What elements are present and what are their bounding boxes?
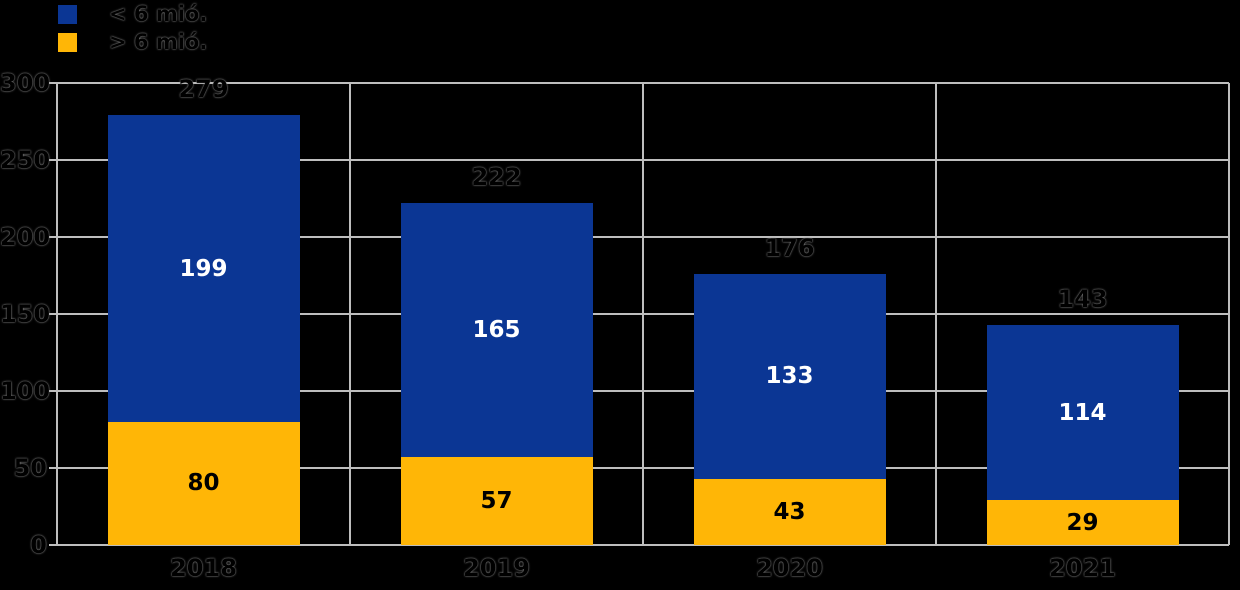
y-tick-label: 200 (0, 223, 51, 251)
panel-divider (935, 83, 937, 545)
panel-divider (1228, 83, 1230, 545)
bar-segment (986, 324, 1179, 501)
bar-segment (986, 500, 1179, 545)
bar-segment (693, 478, 886, 545)
bar-segment (400, 203, 593, 458)
y-tick (49, 236, 57, 238)
legend-label: > 6 mió. (109, 30, 208, 54)
legend-label: < 6 mió. (109, 2, 208, 26)
bar-segment (107, 115, 300, 422)
segment-value-label: 165 (472, 317, 521, 344)
y-tick-label: 0 (30, 531, 47, 559)
bar-total-label: 176 (764, 233, 815, 262)
panel-divider (349, 83, 351, 545)
segment-value-label: 43 (773, 498, 806, 525)
bar-segment (400, 457, 593, 545)
y-tick-label: 50 (13, 454, 47, 482)
y-tick-label: 300 (0, 69, 51, 97)
segment-value-label: 80 (187, 470, 220, 497)
y-tick (49, 82, 57, 84)
y-tick (49, 390, 57, 392)
segment-value-label: 133 (765, 363, 814, 390)
bar-segment (107, 421, 300, 545)
legend-item: < 6 mió. (58, 2, 208, 26)
y-gridline (57, 544, 1229, 546)
segment-value-label: 199 (179, 255, 228, 282)
legend: < 6 mió. > 6 mió. (58, 2, 208, 61)
y-tick-label: 250 (0, 146, 51, 174)
segment-value-label: 29 (1066, 509, 1099, 536)
bar-total-label: 279 (178, 75, 229, 104)
panel-divider (56, 83, 58, 545)
x-axis-label: 2019 (463, 554, 530, 582)
y-tick (49, 467, 57, 469)
x-axis-label: 2021 (1049, 554, 1116, 582)
legend-swatch-orange (58, 33, 77, 52)
y-tick (49, 544, 57, 546)
x-axis-label: 2018 (170, 554, 237, 582)
panel-divider (642, 83, 644, 545)
bar-total-label: 222 (471, 163, 522, 192)
y-tick-label: 150 (0, 300, 51, 328)
y-tick (49, 313, 57, 315)
x-axis-label: 2020 (756, 554, 823, 582)
legend-item: > 6 mió. (58, 30, 208, 54)
segment-value-label: 114 (1058, 399, 1107, 426)
y-tick (49, 159, 57, 161)
bar-segment (693, 273, 886, 479)
segment-value-label: 57 (480, 488, 513, 515)
y-tick-label: 100 (0, 377, 51, 405)
legend-swatch-blue (58, 5, 77, 24)
bar-total-label: 143 (1057, 284, 1108, 313)
